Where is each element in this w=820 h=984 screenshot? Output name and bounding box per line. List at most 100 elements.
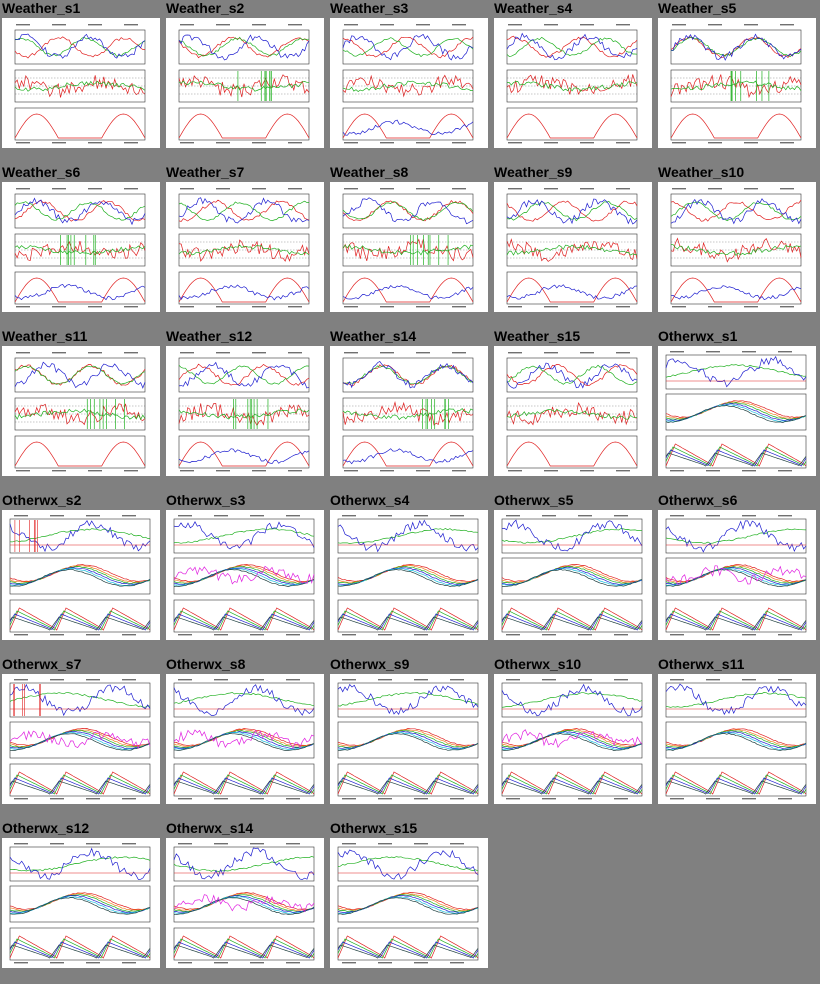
date-label [544,142,558,144]
date-label [672,24,686,26]
thumbnail-image-link[interactable] [166,18,324,148]
plot-panel-2 [9,885,151,923]
thumbnail-cell: Otherwx_s12 [0,820,164,984]
plot-panel-3 [9,763,151,797]
cycle-series [337,771,479,795]
date-label [670,634,684,636]
thumbnail-image-link[interactable] [494,674,652,804]
thumbnail-image-link[interactable] [166,674,324,804]
cycle-series [9,941,151,959]
date-label [14,798,28,800]
cycle-series [665,446,807,467]
date-label [286,962,300,964]
cycle-series [665,613,807,631]
date-label [778,351,792,353]
thumbnail-image-link[interactable] [494,510,652,640]
date-label [214,843,228,845]
date-label [706,351,720,353]
date-label [50,843,64,845]
cycle-series [9,607,151,631]
date-label [178,634,192,636]
plot-panel-2 [665,557,807,595]
thumbnail-image-link[interactable] [2,838,160,968]
thumbnail-title: Otherwx_s14 [166,820,254,836]
thumbnail-image-link[interactable] [330,346,488,476]
thumbnail-image-link[interactable] [330,18,488,148]
date-label [380,306,394,308]
thumbnail-cell: Weather_s7 [164,164,328,328]
thumbnail-image-link[interactable] [658,346,816,476]
thumbnail-image-link[interactable] [658,674,816,804]
plot-panel-2 [173,721,315,759]
date-label [178,962,192,964]
wind-direction-series [506,244,638,256]
cycle-series [665,616,807,631]
temperature-series [506,200,638,222]
plot-panel-3 [173,763,315,797]
cycle-series [501,777,643,795]
thumbnail-title: Weather_s4 [494,0,573,16]
date-label [250,843,264,845]
date-label [216,306,230,308]
date-label [742,515,756,517]
date-label [578,634,592,636]
temperature-profile-series [502,568,643,587]
thumbnail-image-link[interactable] [658,18,816,148]
wind-speed-series [342,238,474,262]
thumbnail-image-link[interactable] [2,510,160,640]
pressure-series [173,521,315,550]
date-label [616,142,630,144]
solar-series [342,277,474,303]
thumbnail-image-link[interactable] [166,346,324,476]
solar-series [506,277,638,303]
thumbnail-cell: Otherwx_s1 [656,328,820,492]
thumbnail-image-link[interactable] [330,510,488,640]
temperature-series [178,199,310,222]
wind-speed-series [506,74,638,96]
thumbnail-image-link[interactable] [494,18,652,148]
thumbnail-image-link[interactable] [2,346,160,476]
temperature-profile-series [337,897,479,915]
date-label [286,679,300,681]
cycle-series [173,771,315,795]
cycle-series [665,443,807,467]
thumbnail-image-link[interactable] [494,346,652,476]
date-label [252,142,266,144]
date-label [778,515,792,517]
cycle-series [173,613,315,631]
thumbnail-image-link[interactable] [330,182,488,312]
pressure-series [342,361,474,389]
plot-panel-2 [9,721,151,759]
temperature-profile-series [173,730,315,748]
thumbnail-image-link[interactable] [166,838,324,968]
plot-panel-3 [178,271,310,305]
thumbnail-image-link[interactable] [330,838,488,968]
date-label [580,142,594,144]
plot-panel-2 [665,721,807,759]
date-label [122,843,136,845]
date-label [288,470,302,472]
thumbnail-image-link[interactable] [658,182,816,312]
thumbnail-image-link[interactable] [166,510,324,640]
thumbnail-title: Weather_s7 [166,164,245,180]
date-label [416,24,430,26]
date-label [452,352,466,354]
wind-direction-series [506,408,638,420]
thumbnail-image-link[interactable] [2,674,160,804]
thumbnail-image-link[interactable] [2,182,160,312]
thumbnail-image-link[interactable] [2,18,160,148]
pressure-series [337,683,479,716]
date-label [378,679,392,681]
thumbnail-image-link[interactable] [330,674,488,804]
date-label [708,24,722,26]
thumbnail-image-link[interactable] [166,182,324,312]
date-label [452,188,466,190]
thumbnail-cell: Weather_s9 [492,164,656,328]
date-label [780,142,794,144]
date-label [180,352,194,354]
pressure-series [506,362,638,389]
thumbnail-image-link[interactable] [658,510,816,640]
cycle-series [9,938,151,959]
date-label [252,188,266,190]
thumbnail-image-link[interactable] [494,182,652,312]
